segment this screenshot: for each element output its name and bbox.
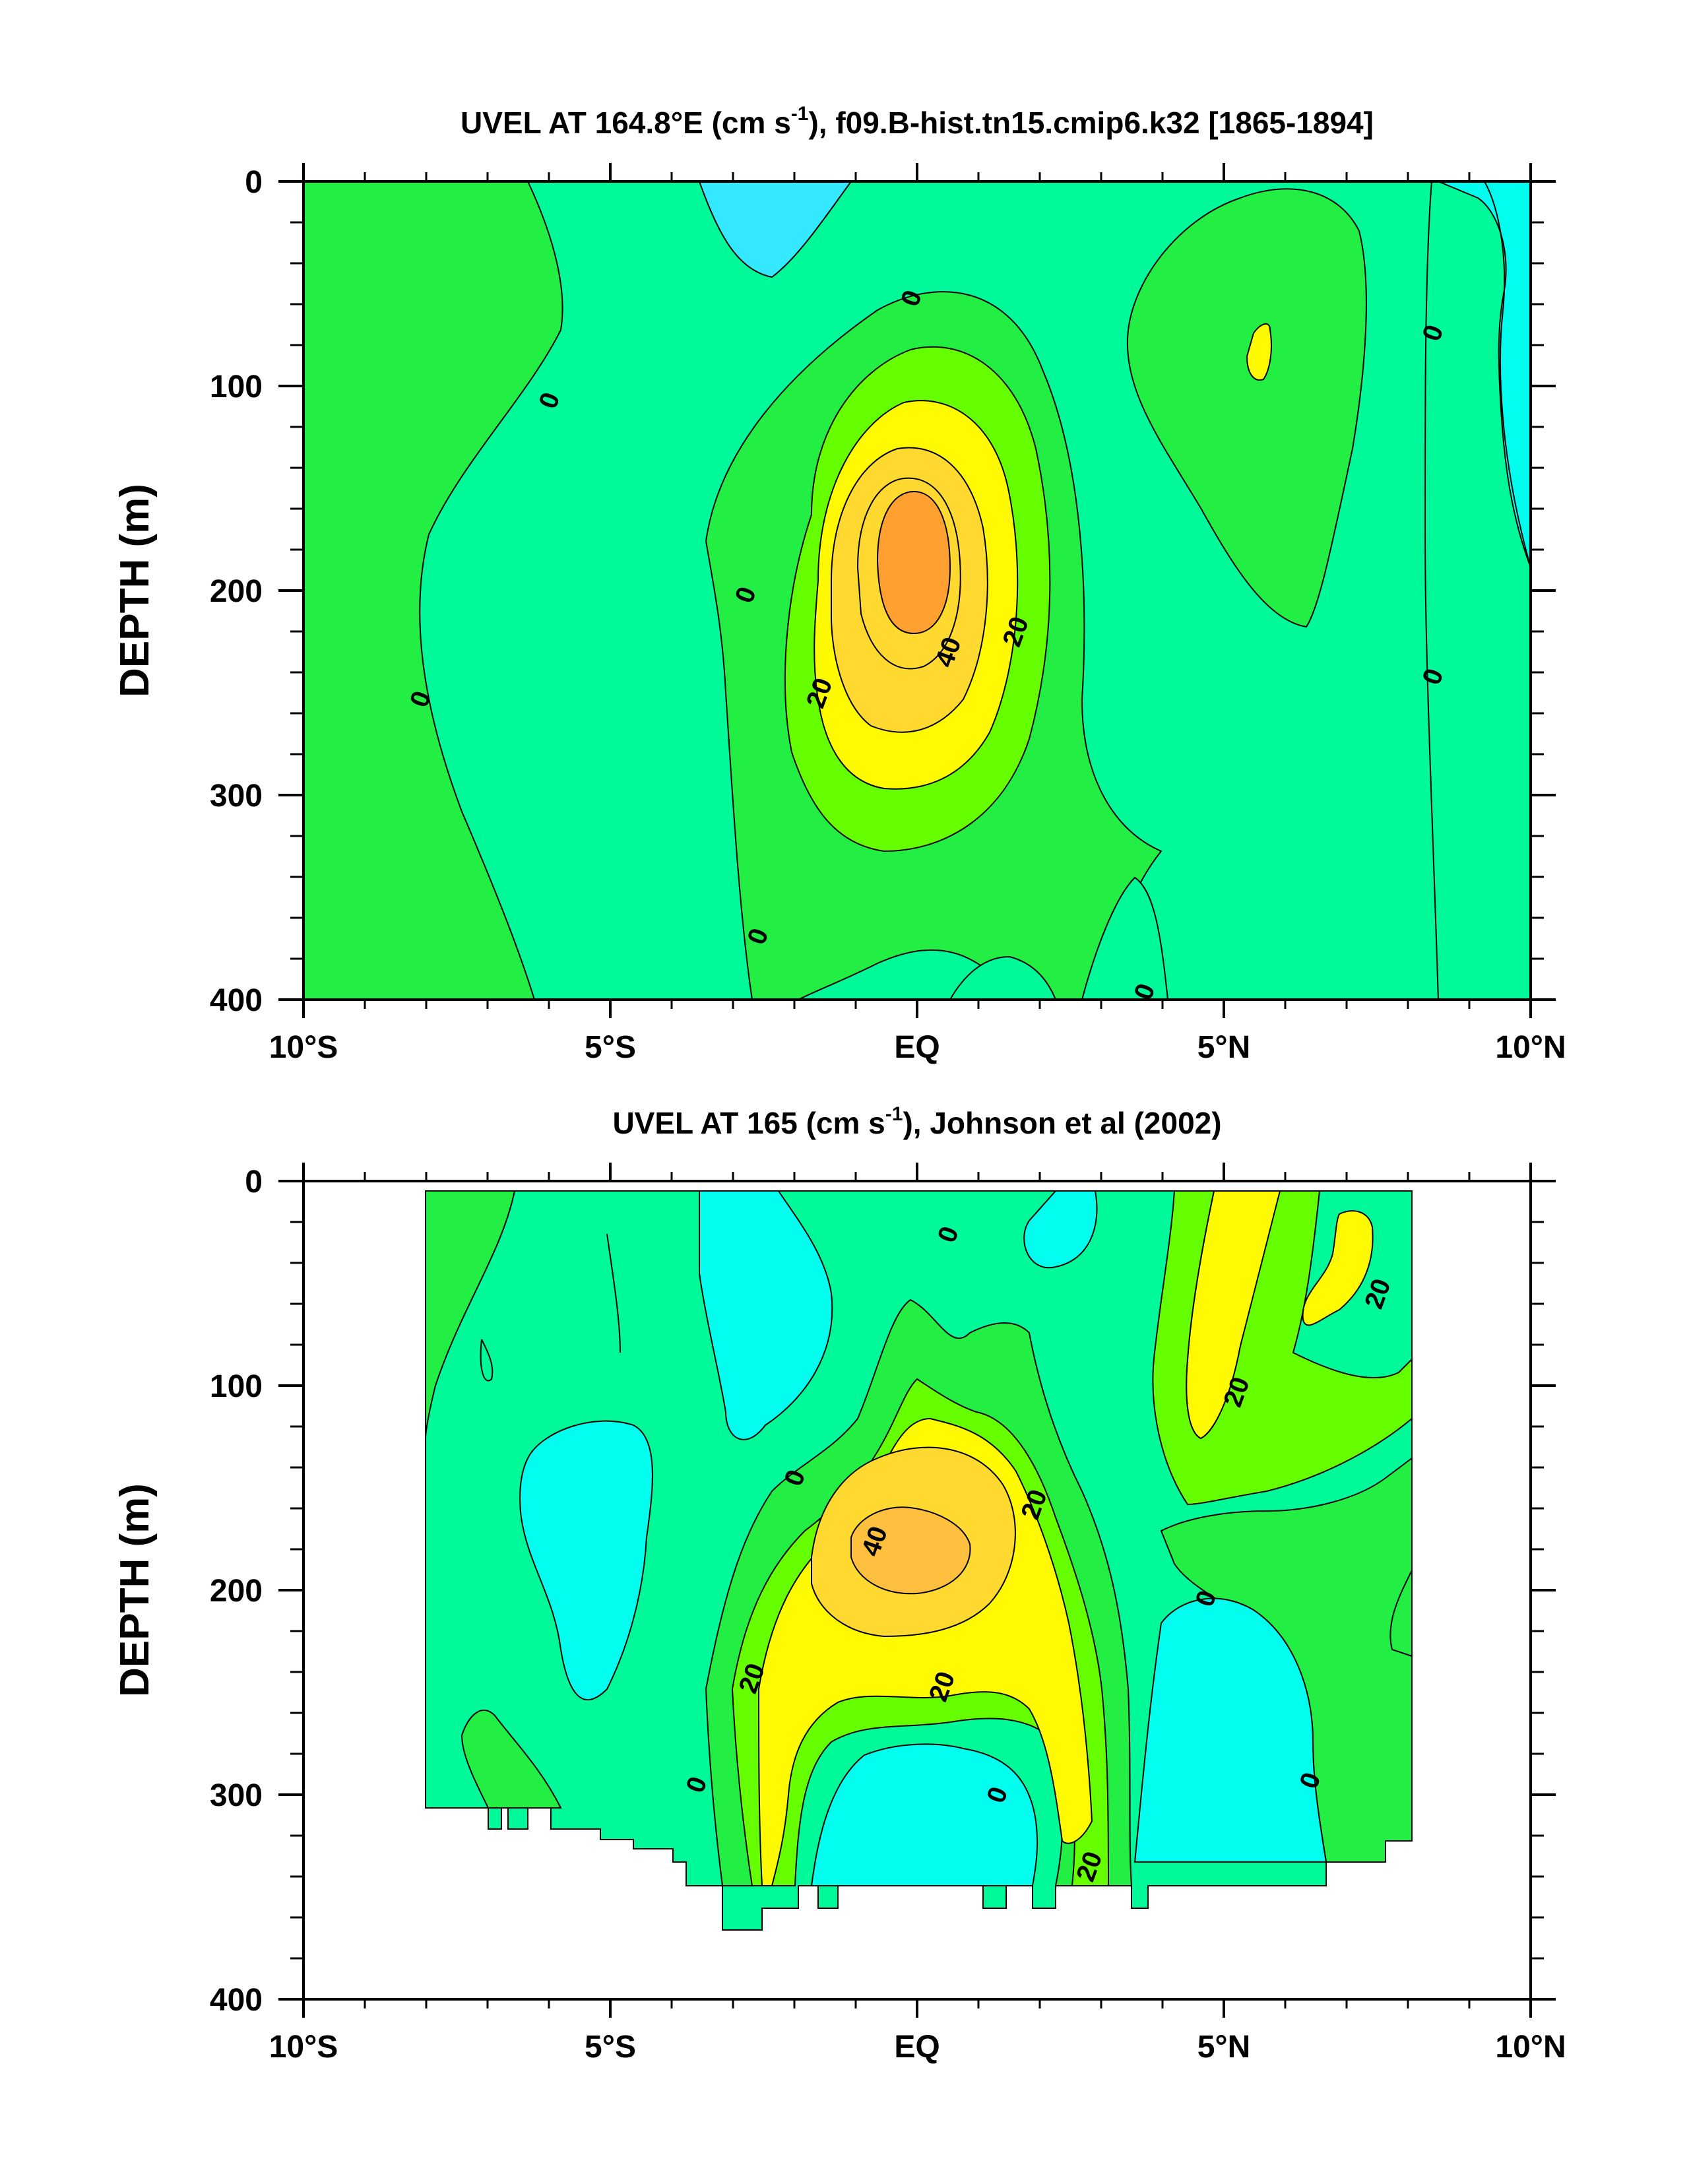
x-tick-label: 5°S — [585, 1030, 636, 1065]
contour-line — [480, 1339, 494, 1382]
field-region — [1126, 188, 1367, 628]
y-tick-label: 200 — [210, 1574, 263, 1609]
field-region — [519, 1420, 653, 1700]
contour-fill-model — [303, 181, 1531, 1000]
axes-model: 10°S 5°S EQ 5°N 10°N 0 100 200 300 400 — [210, 163, 1566, 1065]
field-region — [425, 1190, 516, 1439]
y-tick-label: 0 — [245, 1165, 263, 1200]
y-tick-label: 0 — [245, 165, 263, 200]
contour-fill-observations — [425, 1190, 1413, 1931]
y-tick-label: 200 — [210, 574, 263, 609]
y-tick-label: 300 — [210, 1778, 263, 1813]
y-tick-label: 400 — [210, 983, 263, 1018]
field-region — [1081, 876, 1169, 1000]
contour-line — [1484, 181, 1531, 568]
field-region — [850, 1506, 971, 1595]
y-tick-label: 300 — [210, 779, 263, 814]
field-region — [949, 955, 1057, 1000]
x-tick-label: EQ — [894, 1030, 940, 1065]
x-tick-label: 5°S — [585, 2030, 636, 2065]
field-region — [426, 1709, 562, 1809]
panel-title-model: UVEL AT 164.8°E (cm s-1), f09.B-hist.tn1… — [461, 103, 1374, 140]
x-tick-label: 10°S — [269, 2030, 338, 2065]
x-tick-label: 10°N — [1495, 1030, 1566, 1065]
field-region — [303, 181, 563, 1000]
contour-line — [606, 1233, 621, 1353]
y-axis-label: DEPTH (m) — [112, 484, 158, 697]
contour-line — [1424, 181, 1439, 1000]
field-region — [698, 181, 852, 278]
field-region — [876, 490, 951, 635]
field-region — [1133, 1597, 1327, 1863]
panel-observations: UVEL AT 165 (cm s-1), Johnson et al (200… — [112, 1103, 1566, 2065]
panel-model: UVEL AT 164.8°E (cm s-1), f09.B-hist.tn1… — [112, 103, 1566, 1065]
y-axis-label: DEPTH (m) — [112, 1483, 158, 1697]
x-tick-label: 10°S — [269, 1030, 338, 1065]
field-region — [699, 1190, 833, 1440]
x-tick-label: 5°N — [1197, 1030, 1251, 1065]
field-region — [1302, 1210, 1374, 1326]
y-tick-label: 400 — [210, 1983, 263, 2018]
y-tick-label: 100 — [210, 1369, 263, 1404]
field-region — [1246, 323, 1272, 381]
field-region — [810, 1743, 1038, 1886]
x-tick-label: EQ — [894, 2030, 940, 2065]
field-region — [1152, 1190, 1413, 1506]
x-tick-label: 5°N — [1197, 2030, 1251, 2065]
axes-observations: 10°S 5°S EQ 5°N 10°N 0 100 200 300 400 — [210, 1163, 1566, 2065]
x-tick-label: 10°N — [1495, 2030, 1566, 2065]
y-tick-label: 100 — [210, 369, 263, 404]
panel-title-observations: UVEL AT 165 (cm s-1), Johnson et al (200… — [612, 1103, 1221, 1140]
field-region — [1023, 1190, 1098, 1269]
contour-line — [1389, 1570, 1413, 1657]
